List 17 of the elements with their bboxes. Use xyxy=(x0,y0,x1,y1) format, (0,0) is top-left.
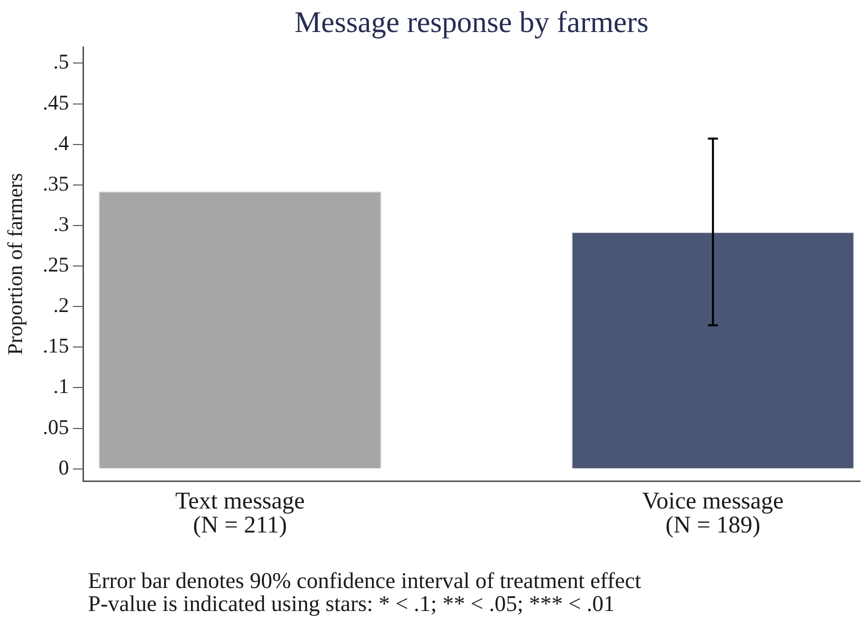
text: P-value is indicated using stars: * < .1; ** < .05; *** < .01 xyxy=(88,591,615,616)
y-tick-label: .35 xyxy=(42,171,69,196)
chart-title: Message response by farmers xyxy=(294,6,649,39)
y-tick-label: 0 xyxy=(58,455,69,480)
y-tick-label: .1 xyxy=(53,374,69,398)
y-tick-label: .4 xyxy=(53,130,70,155)
y-tick-label: .3 xyxy=(53,212,69,236)
y-tick-label: .45 xyxy=(42,90,69,114)
x-tick-label: Voice message (N = 189) xyxy=(642,488,784,538)
x-tick-label: Text message (N = 211) xyxy=(175,488,305,538)
y-tick-label: .05 xyxy=(42,414,69,439)
y-tick-label: .15 xyxy=(42,334,69,358)
y-tick-label: .2 xyxy=(53,293,69,318)
y-axis-title: Proportion of farmers xyxy=(3,173,28,355)
text: Error bar denotes 90% confidence interval of treatment effect xyxy=(88,568,642,593)
y-tick-label: .5 xyxy=(53,50,69,74)
y-tick-label: .25 xyxy=(42,252,69,277)
